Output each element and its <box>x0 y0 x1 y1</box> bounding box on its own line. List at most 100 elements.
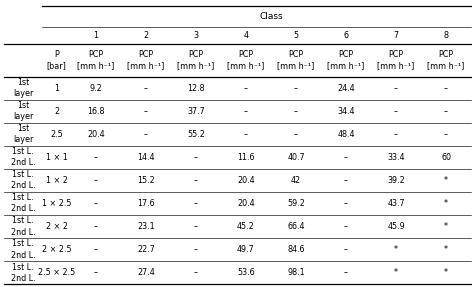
Text: 11.6: 11.6 <box>237 153 255 162</box>
Text: –: – <box>344 222 348 231</box>
Text: 2 × 2: 2 × 2 <box>46 222 67 231</box>
Text: –: – <box>244 130 248 139</box>
Text: 40.7: 40.7 <box>287 153 305 162</box>
Text: –: – <box>94 245 98 254</box>
Text: 16.8: 16.8 <box>87 107 105 116</box>
Text: PCP
[mm h⁻¹]: PCP [mm h⁻¹] <box>127 50 165 71</box>
Text: –: – <box>194 199 198 208</box>
Text: –: – <box>94 199 98 208</box>
Text: 1st L.
2nd L.: 1st L. 2nd L. <box>11 147 35 167</box>
Text: –: – <box>194 268 198 277</box>
Text: 1 × 2.5: 1 × 2.5 <box>42 199 71 208</box>
Text: 1st L.
2nd L.: 1st L. 2nd L. <box>11 216 35 236</box>
Text: 34.4: 34.4 <box>337 107 355 116</box>
Text: 20.4: 20.4 <box>237 176 255 185</box>
Text: 2: 2 <box>143 31 148 40</box>
Text: 2: 2 <box>54 107 59 116</box>
Text: PCP
[mm h⁻¹]: PCP [mm h⁻¹] <box>277 50 315 71</box>
Text: –: – <box>344 176 348 185</box>
Text: –: – <box>94 222 98 231</box>
Text: –: – <box>344 199 348 208</box>
Text: 8: 8 <box>444 31 448 40</box>
Text: 1st
layer: 1st layer <box>13 101 34 121</box>
Text: –: – <box>344 268 348 277</box>
Text: –: – <box>394 84 398 93</box>
Text: –: – <box>394 107 398 116</box>
Text: 2.5: 2.5 <box>50 130 63 139</box>
Text: PCP
[mm h⁻¹]: PCP [mm h⁻¹] <box>77 50 115 71</box>
Text: 45.9: 45.9 <box>387 222 405 231</box>
Text: 42: 42 <box>291 176 301 185</box>
Text: 24.4: 24.4 <box>337 84 355 93</box>
Text: 98.1: 98.1 <box>287 268 305 277</box>
Text: Class: Class <box>259 12 283 21</box>
Text: –: – <box>444 84 448 93</box>
Text: 55.2: 55.2 <box>187 130 205 139</box>
Text: 20.4: 20.4 <box>237 199 255 208</box>
Text: –: – <box>144 84 148 93</box>
Text: 7: 7 <box>394 31 398 40</box>
Text: 45.2: 45.2 <box>237 222 255 231</box>
Text: –: – <box>94 176 98 185</box>
Text: 17.6: 17.6 <box>137 199 155 208</box>
Text: –: – <box>144 107 148 116</box>
Text: –: – <box>244 84 248 93</box>
Text: *: * <box>444 199 448 208</box>
Text: 15.2: 15.2 <box>137 176 155 185</box>
Text: 43.7: 43.7 <box>387 199 405 208</box>
Text: *: * <box>444 268 448 277</box>
Text: –: – <box>194 176 198 185</box>
Text: –: – <box>94 268 98 277</box>
Text: –: – <box>294 130 298 139</box>
Text: –: – <box>194 222 198 231</box>
Text: PCP
[mm h⁻¹]: PCP [mm h⁻¹] <box>177 50 215 71</box>
Text: 1st L.
2nd L.: 1st L. 2nd L. <box>11 239 35 260</box>
Text: –: – <box>194 245 198 254</box>
Text: 53.6: 53.6 <box>237 268 255 277</box>
Text: 39.2: 39.2 <box>387 176 405 185</box>
Text: *: * <box>444 245 448 254</box>
Text: 2.5 × 2.5: 2.5 × 2.5 <box>38 268 75 277</box>
Text: 20.4: 20.4 <box>87 130 105 139</box>
Text: –: – <box>194 153 198 162</box>
Text: –: – <box>94 153 98 162</box>
Text: –: – <box>444 107 448 116</box>
Text: 1: 1 <box>54 84 59 93</box>
Text: 1 × 2: 1 × 2 <box>46 176 67 185</box>
Text: 84.6: 84.6 <box>287 245 305 254</box>
Text: PCP
[mm h⁻¹]: PCP [mm h⁻¹] <box>227 50 265 71</box>
Text: 1st L.
2nd L.: 1st L. 2nd L. <box>11 170 35 191</box>
Text: 66.4: 66.4 <box>287 222 305 231</box>
Text: 1st
layer: 1st layer <box>13 78 34 98</box>
Text: –: – <box>294 107 298 116</box>
Text: *: * <box>394 268 398 277</box>
Text: 1st
layer: 1st layer <box>13 124 34 144</box>
Text: 59.2: 59.2 <box>287 199 305 208</box>
Text: –: – <box>394 130 398 139</box>
Text: PCP
[mm h⁻¹]: PCP [mm h⁻¹] <box>427 50 465 71</box>
Text: 1: 1 <box>93 31 98 40</box>
Text: 1st L.
2nd L.: 1st L. 2nd L. <box>11 263 35 283</box>
Text: 14.4: 14.4 <box>137 153 155 162</box>
Text: *: * <box>444 176 448 185</box>
Text: *: * <box>444 222 448 231</box>
Text: 5: 5 <box>294 31 298 40</box>
Text: 9.2: 9.2 <box>89 84 102 93</box>
Text: 4: 4 <box>244 31 248 40</box>
Text: 22.7: 22.7 <box>137 245 155 254</box>
Text: 49.7: 49.7 <box>237 245 255 254</box>
Text: PCP
[mm h⁻¹]: PCP [mm h⁻¹] <box>327 50 365 71</box>
Text: 6: 6 <box>344 31 348 40</box>
Text: 1 × 1: 1 × 1 <box>46 153 67 162</box>
Text: 27.4: 27.4 <box>137 268 155 277</box>
Text: 12.8: 12.8 <box>187 84 205 93</box>
Text: *: * <box>394 245 398 254</box>
Text: –: – <box>294 84 298 93</box>
Text: 3: 3 <box>194 31 198 40</box>
Text: –: – <box>344 153 348 162</box>
Text: –: – <box>144 130 148 139</box>
Text: 33.4: 33.4 <box>387 153 405 162</box>
Text: 60: 60 <box>441 153 451 162</box>
Text: 2 × 2.5: 2 × 2.5 <box>42 245 71 254</box>
Text: –: – <box>344 245 348 254</box>
